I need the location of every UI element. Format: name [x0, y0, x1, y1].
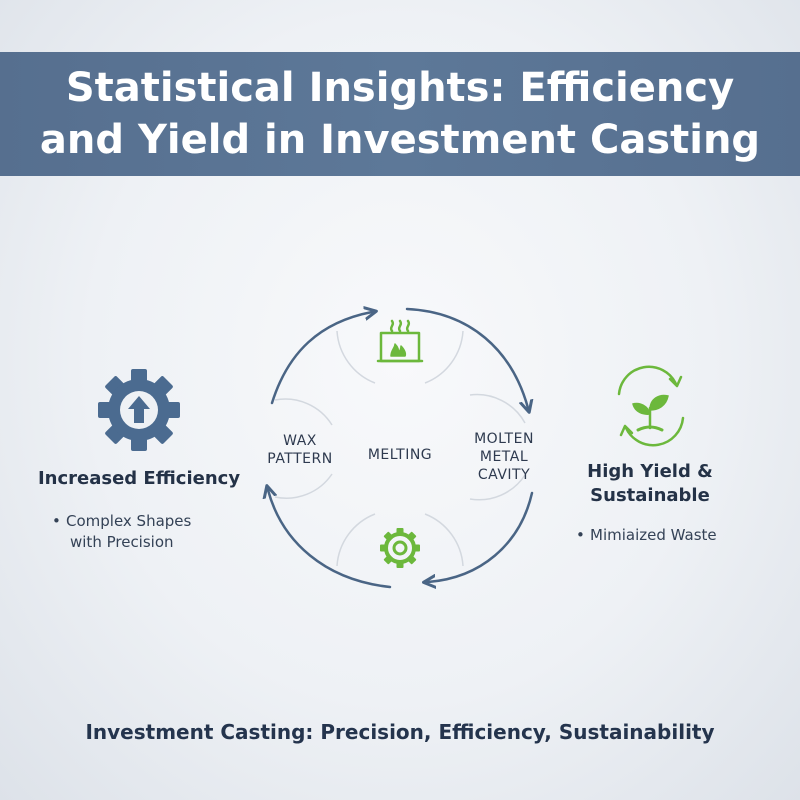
right-bullet-item: • Mimiaized Waste — [576, 525, 756, 546]
left-bullet-line1: Complex Shapes — [66, 512, 192, 530]
page-title: Statistical Insights: Efficiency and Yie… — [0, 62, 800, 166]
stage-label-cavity: CAVITY — [477, 467, 531, 483]
inner-guide-arcs — [274, 330, 526, 567]
right-bullet-text: Mimiaized Waste — [590, 526, 717, 544]
furnace-icon — [376, 319, 424, 363]
high-yield-heading-line2: Sustainable — [590, 485, 710, 506]
bullet-marker: • — [576, 526, 585, 544]
title-line-1: Statistical Insights: Efficiency — [65, 65, 735, 111]
cycle-arrow-bottom-left — [268, 490, 392, 589]
gear-up-arrow-icon — [98, 369, 180, 451]
high-yield-heading: High Yield & Sustainable — [572, 460, 728, 508]
cycle-arrow-top-right — [405, 307, 528, 408]
left-bullet-line2: with Precision — [70, 533, 174, 551]
increased-efficiency-heading: Increased Efficiency — [37, 468, 241, 489]
title-banner: Statistical Insights: Efficiency and Yie… — [0, 52, 800, 176]
stage-label-metal: METAL — [479, 449, 529, 465]
stage-label-melting: MELTING — [367, 447, 433, 463]
stage-label-wax-pattern: WAX PATTERN — [262, 432, 338, 468]
left-bullet-item: • Complex Shapes with Precision — [52, 511, 232, 553]
high-yield-heading-line1: High Yield & — [587, 461, 713, 482]
stage-label-molten-metal-cavity: MOLTEN METAL CAVITY — [462, 430, 546, 484]
cycle-arrow-bottom-right — [428, 491, 534, 582]
footer-tagline: Investment Casting: Precision, Efficienc… — [85, 720, 715, 744]
stage-label-molten: MOLTEN — [474, 431, 534, 447]
bullet-marker: • — [52, 512, 61, 530]
stage-label-pattern: PATTERN — [267, 451, 333, 467]
title-line-2: and Yield in Investment Casting — [39, 117, 761, 163]
cycle-arrow-top-left — [270, 312, 372, 405]
sprout-recycle-icon — [617, 365, 685, 447]
gear-icon — [380, 528, 420, 568]
stage-label-wax: WAX — [283, 433, 317, 449]
